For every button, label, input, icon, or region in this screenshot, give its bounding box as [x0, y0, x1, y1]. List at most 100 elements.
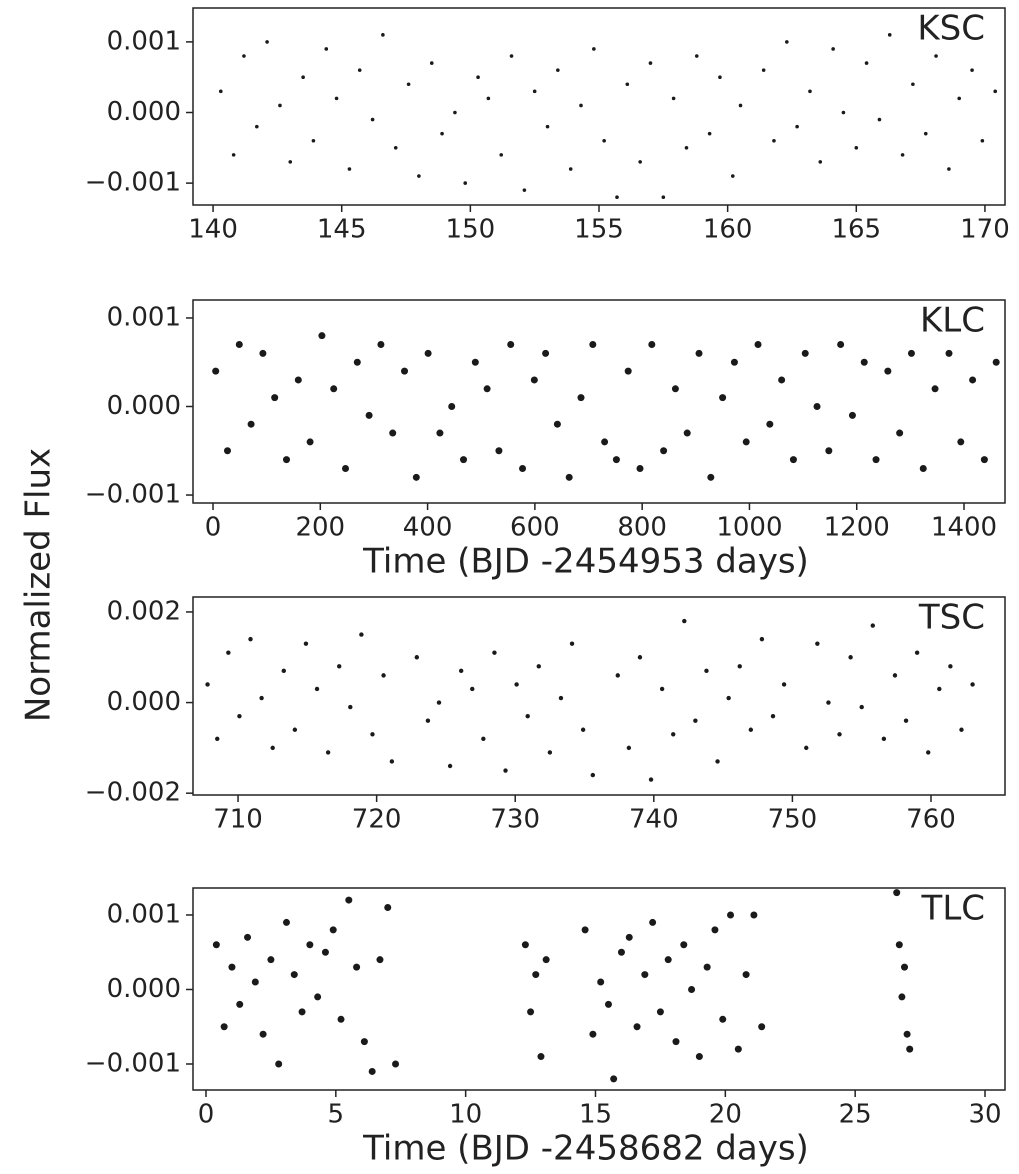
data-point [470, 686, 475, 692]
data-point [220, 1023, 228, 1031]
data-point [360, 1038, 368, 1046]
data-point [565, 473, 573, 481]
data-point [545, 124, 550, 129]
data-point [730, 358, 738, 366]
data-point [612, 456, 620, 464]
data-point [330, 385, 338, 393]
data-point [671, 96, 676, 101]
data-point [353, 963, 361, 971]
data-point [281, 668, 286, 674]
data-point [247, 420, 255, 428]
x-tick-label: 1200 [824, 513, 890, 543]
data-point [519, 464, 527, 472]
data-point [392, 1060, 400, 1068]
data-point [727, 911, 735, 919]
data-point [785, 40, 789, 44]
x-tick-label: 200 [295, 513, 345, 543]
data-point [601, 438, 609, 446]
data-point [492, 650, 497, 655]
data-point [707, 473, 715, 481]
data-point [680, 941, 688, 949]
data-point [945, 349, 953, 357]
data-point [389, 759, 395, 764]
data-point [957, 96, 962, 101]
data-point [536, 664, 541, 669]
data-point [255, 124, 259, 129]
data-point [447, 763, 453, 769]
data-point [664, 956, 672, 964]
data-point [329, 926, 337, 934]
data-point [781, 682, 787, 687]
data-point [672, 1038, 680, 1046]
data-point [342, 464, 350, 472]
data-point [265, 40, 269, 44]
x-tick-label: 720 [352, 805, 402, 835]
data-point [648, 61, 653, 65]
data-point [481, 736, 486, 742]
data-point [236, 1000, 244, 1008]
data-point [671, 732, 676, 737]
data-point [301, 75, 305, 79]
data-point [530, 376, 538, 384]
data-point [393, 146, 398, 150]
x-tick-label: 730 [490, 805, 540, 835]
data-point [311, 138, 316, 143]
data-point [766, 420, 774, 428]
data-point [592, 47, 596, 51]
data-point [306, 438, 314, 446]
data-point [694, 54, 699, 58]
data-point [660, 447, 668, 455]
data-point [568, 167, 573, 171]
data-point [719, 394, 727, 402]
y-tick-label: 0.001 [107, 26, 181, 56]
data-point [314, 993, 322, 1001]
data-point [556, 68, 560, 72]
data-point [926, 750, 931, 755]
data-point [602, 138, 606, 143]
data-point [813, 403, 821, 411]
x-tick-label: 150 [446, 215, 496, 245]
data-point [737, 664, 742, 669]
data-point [590, 772, 596, 778]
data-point [275, 1060, 283, 1068]
data-point [638, 160, 642, 164]
data-point [826, 700, 831, 705]
data-point [947, 167, 951, 171]
data-point [695, 1053, 703, 1061]
data-point [389, 429, 397, 437]
data-point [804, 745, 809, 751]
data-point [353, 358, 361, 366]
data-point [683, 429, 691, 437]
data-point [580, 727, 586, 732]
x-tick-label: 740 [629, 805, 679, 835]
data-point [303, 641, 309, 646]
x-tick-label: 800 [617, 513, 667, 543]
data-point [425, 718, 431, 723]
data-point [896, 429, 904, 437]
data-point [726, 695, 731, 701]
data-point [424, 349, 432, 357]
y-tick-label: 0.000 [107, 391, 181, 421]
data-point [547, 750, 553, 755]
data-point [436, 429, 444, 437]
data-point [992, 358, 1000, 366]
x-axis-label: Time (BJD -2458682 days) [362, 1129, 809, 1169]
data-point [970, 68, 974, 72]
data-point [579, 103, 583, 108]
data-point [818, 160, 823, 164]
data-point [267, 956, 275, 964]
data-point [671, 385, 679, 393]
data-point [641, 971, 649, 979]
y-tick-label: 0.000 [107, 974, 181, 1004]
data-point [754, 341, 762, 349]
data-point [837, 341, 845, 349]
data-point [682, 618, 687, 624]
data-point [957, 438, 965, 446]
x-tick-label: 165 [831, 215, 881, 245]
x-tick-label: 160 [703, 215, 753, 245]
data-point [377, 341, 385, 349]
data-point [923, 131, 928, 136]
data-point [499, 153, 504, 157]
data-point [242, 54, 246, 58]
data-point [980, 456, 988, 464]
